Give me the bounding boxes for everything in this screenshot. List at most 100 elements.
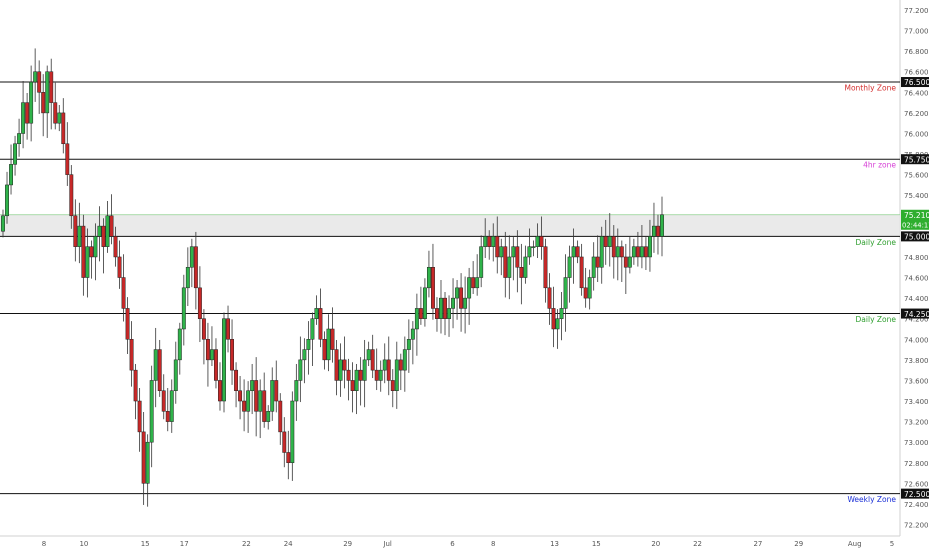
bear-candle-body (611, 236, 616, 258)
candle (543, 238, 548, 303)
bull-candle-body (499, 246, 504, 258)
bull-candle-body (57, 112, 62, 124)
level-price-tag (901, 77, 929, 88)
bull-candle-body (555, 318, 560, 330)
bull-candle-body (467, 277, 472, 299)
time-tick-label: 13 (550, 540, 559, 548)
candle (45, 65, 50, 138)
bull-candle-body (145, 441, 150, 484)
candle (394, 341, 399, 409)
bear-candle-body (89, 246, 94, 258)
candle (631, 238, 636, 265)
bear-candle-body (374, 369, 379, 381)
price-tick-label: 73.800 (904, 357, 929, 365)
bear-candle-body (603, 236, 608, 247)
time-tick-label: 29 (343, 540, 352, 548)
candle (571, 228, 576, 284)
price-tick-label: 76.600 (904, 69, 929, 77)
candle (274, 360, 279, 413)
countdown-label: 02:44:17 (902, 221, 932, 229)
bear-candle-body (503, 246, 508, 278)
candle (511, 237, 516, 281)
bull-candle-body (181, 287, 186, 330)
bear-candle-body (161, 390, 166, 412)
candle (603, 219, 608, 265)
candle (435, 297, 439, 332)
bull-candle-body (177, 328, 182, 361)
candle (133, 363, 138, 420)
bear-candle-body (487, 236, 492, 247)
bear-candle-body (579, 256, 584, 289)
candles-layer (1, 48, 664, 507)
bear-candle-body (121, 277, 126, 309)
bull-candle-body (169, 390, 174, 422)
candle (13, 135, 18, 176)
price-labels-layer: 76.500 75.750 75.000 74.250 72.500 75.21002:4… (901, 77, 932, 499)
bull-candle-body (33, 71, 38, 83)
candle (623, 243, 628, 295)
candle (266, 405, 271, 430)
bull-candle-body (246, 390, 251, 412)
time-tick-label: 17 (180, 540, 189, 548)
bull-candle-body (451, 297, 455, 309)
bear-candle-body (350, 380, 355, 391)
candle (647, 219, 652, 272)
level-price-tag (901, 488, 929, 499)
bear-candle-body (69, 174, 74, 217)
candle (330, 307, 335, 363)
bear-candle-body (643, 246, 648, 258)
candle (414, 293, 419, 356)
candle (258, 379, 263, 439)
bear-candle-body (109, 215, 114, 237)
candle (382, 343, 387, 384)
bull-candle-body (17, 133, 22, 145)
candle (418, 286, 423, 325)
price-tick-label: 77.000 (904, 28, 929, 36)
bull-candle-body (378, 369, 383, 381)
bear-candle-body (165, 411, 170, 422)
candle (21, 81, 26, 149)
candle (185, 247, 190, 307)
candle (491, 223, 496, 262)
bull-candle-body (13, 143, 18, 165)
bear-candle-body (619, 246, 624, 258)
bear-candle-body (113, 236, 118, 258)
candle (519, 243, 524, 305)
bull-candle-body (85, 246, 90, 278)
candle (141, 411, 146, 505)
candle (547, 273, 552, 325)
candle (507, 235, 512, 300)
bull-candle-body (599, 236, 604, 268)
candle (89, 240, 94, 279)
candle (282, 417, 287, 468)
candle (326, 314, 331, 372)
candle (117, 240, 122, 289)
time-tick-label: 27 (753, 540, 762, 548)
candle (97, 206, 102, 262)
bear-candle-body (282, 431, 287, 453)
candle (587, 269, 592, 310)
candle (29, 65, 34, 142)
bull-candle-body (9, 164, 13, 186)
candle (439, 279, 443, 334)
bear-candle-body (398, 359, 403, 371)
candle (298, 336, 303, 403)
candle (294, 363, 299, 421)
candle (278, 393, 283, 445)
bull-candle-body (475, 277, 480, 289)
bull-candle-body (439, 297, 443, 319)
bear-candle-body (370, 349, 375, 371)
candle (262, 372, 267, 428)
time-tick-label: 5 (890, 540, 894, 548)
bear-candle-body (539, 236, 544, 247)
bear-candle-body (81, 225, 86, 278)
level-price-label: 76.500 (904, 78, 930, 87)
price-tick-label: 74.200 (904, 316, 929, 324)
bull-candle-body (382, 359, 387, 371)
bear-candle-body (242, 400, 247, 412)
bear-candle-body (386, 359, 391, 381)
bear-candle-body (205, 339, 210, 361)
bear-candle-body (358, 369, 363, 381)
candle (77, 202, 82, 264)
